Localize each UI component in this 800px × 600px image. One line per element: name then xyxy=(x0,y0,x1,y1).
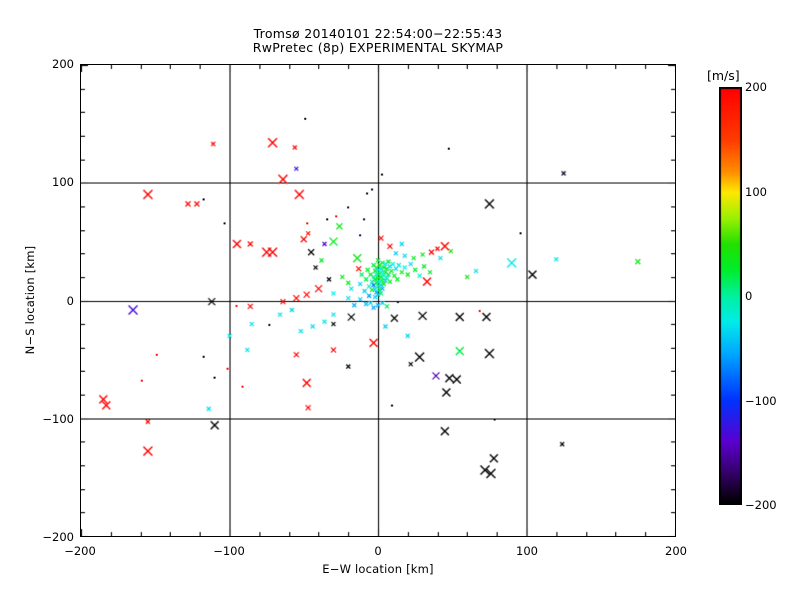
colorbar xyxy=(719,87,742,505)
y-tick-label: −100 xyxy=(42,411,74,426)
colorbar-tick-label: 200 xyxy=(745,80,767,94)
colorbar-tick-label: −100 xyxy=(745,393,777,408)
title-line-1: Tromsø 20140101 22:54:00−22:55:43 xyxy=(253,26,503,41)
y-tick-label: −200 xyxy=(42,530,74,544)
y-tick-label: 0 xyxy=(66,293,74,308)
title-line-2: RwPretec (8p) EXPERIMENTAL SKYMAP xyxy=(252,40,504,55)
colorbar-unit-label: [m/s] xyxy=(707,68,740,83)
colorbar-tick-label: −200 xyxy=(745,498,777,512)
colorbar-gradient xyxy=(719,87,742,505)
x-axis-title: E−W location [km] xyxy=(322,562,434,576)
x-tick-label: −200 xyxy=(64,544,96,558)
scatter-plot-canvas xyxy=(81,65,675,536)
y-tick-label: 200 xyxy=(52,57,74,71)
x-tick-label: −100 xyxy=(213,544,245,558)
colorbar-tick-label: 100 xyxy=(745,184,767,199)
figure-title: Tromsø 20140101 22:54:00−22:55:43 RwPret… xyxy=(80,27,676,55)
x-tick-label: 200 xyxy=(665,544,687,558)
x-tick-label: 100 xyxy=(516,544,538,558)
x-tick-label: 0 xyxy=(374,544,382,558)
colorbar-tick-label: 0 xyxy=(745,289,753,303)
y-tick-label: 100 xyxy=(52,175,74,190)
plot-area xyxy=(80,64,676,537)
